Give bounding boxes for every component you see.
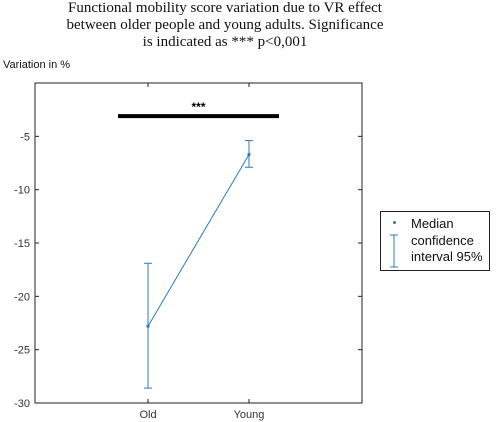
median-point bbox=[146, 324, 150, 328]
legend-ci-label-line2: interval 95% bbox=[411, 249, 483, 264]
x-tick-label: Old bbox=[139, 409, 156, 421]
legend-ci-label-line1: confidence bbox=[411, 233, 474, 248]
y-tick-label: -20 bbox=[14, 291, 30, 303]
significance-label: *** bbox=[191, 100, 205, 114]
legend-ci-label: confidence interval 95% bbox=[411, 233, 483, 265]
x-tick-label: Young bbox=[234, 409, 265, 421]
y-tick-label: -5 bbox=[20, 131, 30, 143]
y-tick-label: -30 bbox=[14, 398, 30, 410]
legend: Median confidence interval 95% bbox=[380, 211, 490, 271]
legend-median-marker bbox=[393, 221, 396, 224]
median-line bbox=[147, 154, 250, 327]
legend-median-label: Median bbox=[411, 216, 454, 231]
plot-frame bbox=[34, 82, 363, 404]
y-axis-label: Variation in % bbox=[3, 59, 71, 71]
y-tick-label: -15 bbox=[14, 238, 30, 250]
median-point bbox=[247, 152, 251, 157]
y-tick-label: -25 bbox=[14, 345, 30, 357]
legend-ci-marker bbox=[390, 234, 398, 268]
chart-title: Functional mobility score variation due … bbox=[66, 0, 384, 50]
y-tick-label: -10 bbox=[14, 185, 30, 197]
